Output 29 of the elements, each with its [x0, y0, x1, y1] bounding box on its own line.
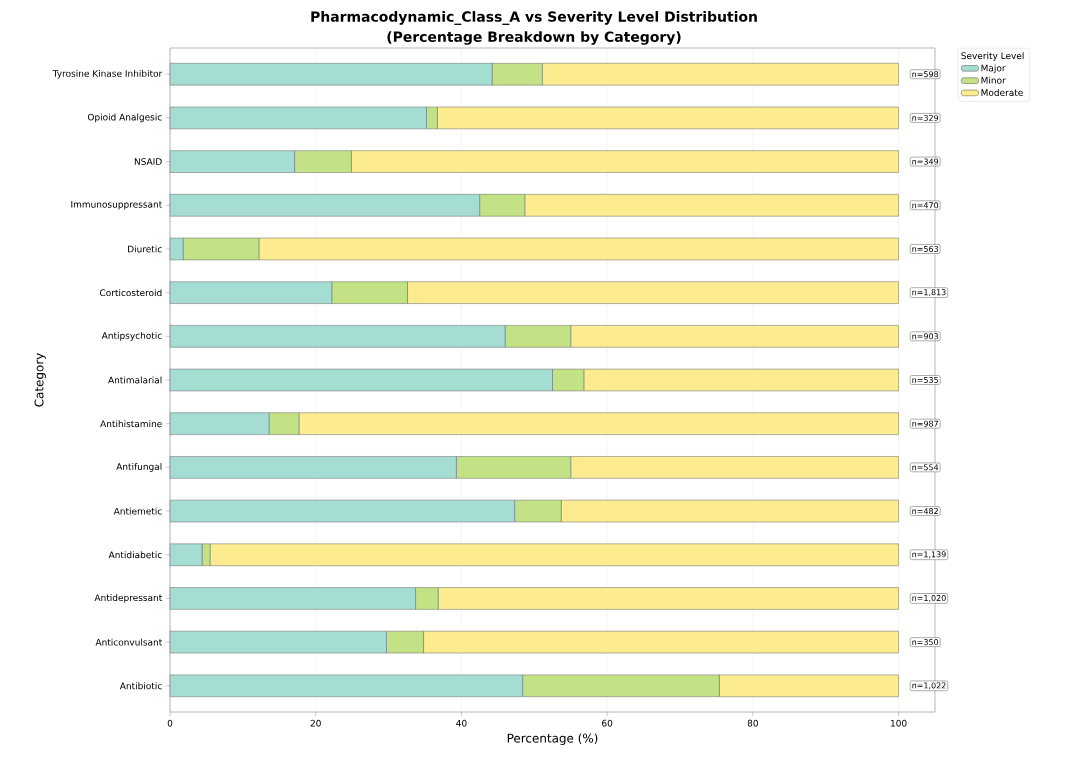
chart-title: Pharmacodynamic_Class_A vs Severity Level Distribution	[311, 11, 757, 25]
legend-title: Severity Level	[961, 52, 1024, 61]
y-tick-label: Antimalarial	[108, 376, 162, 384]
y-tick-label: Corticosteroid	[100, 289, 162, 297]
y-tick-label: Tyrosine Kinase Inhibitor	[52, 69, 163, 79]
y-tick-label: Antidiabetic	[108, 551, 162, 559]
y-tick-label: Diuretic	[128, 245, 162, 253]
y-tick-label: Antiemetic	[113, 507, 162, 515]
y-tick-label: Immunosuppressant	[71, 201, 163, 210]
y-tick-label: Anticonvulsant	[95, 638, 163, 646]
x-tick-label: 100	[891, 719, 907, 727]
y-tick-label: Antifungal	[116, 463, 162, 472]
y-tick-label: NSAID	[134, 158, 162, 165]
x-tick-label: 40	[456, 719, 467, 727]
x-tick-label: 60	[602, 719, 613, 727]
y-tick-label: Antibiotic	[119, 682, 162, 690]
y-tick-label: Opioid Analgesic	[87, 113, 162, 123]
legend-label: Minor	[981, 76, 1006, 84]
x-tick-label: 0	[167, 719, 173, 727]
y-axis-title: Category	[34, 353, 46, 407]
y-tick-label: Antidepressant	[94, 594, 163, 603]
y-tick-label: Antipsychotic	[101, 331, 162, 341]
x-tick-label: 20	[310, 719, 321, 727]
legend-label: Major	[981, 64, 1006, 74]
x-tick-label: 80	[747, 719, 758, 727]
y-tick-label: Antihistamine	[100, 420, 162, 428]
legend-label: Moderate	[981, 89, 1023, 97]
chart-subtitle: (Percentage Breakdown by Category)	[387, 31, 681, 45]
x-axis-title: Percentage (%)	[507, 733, 598, 745]
